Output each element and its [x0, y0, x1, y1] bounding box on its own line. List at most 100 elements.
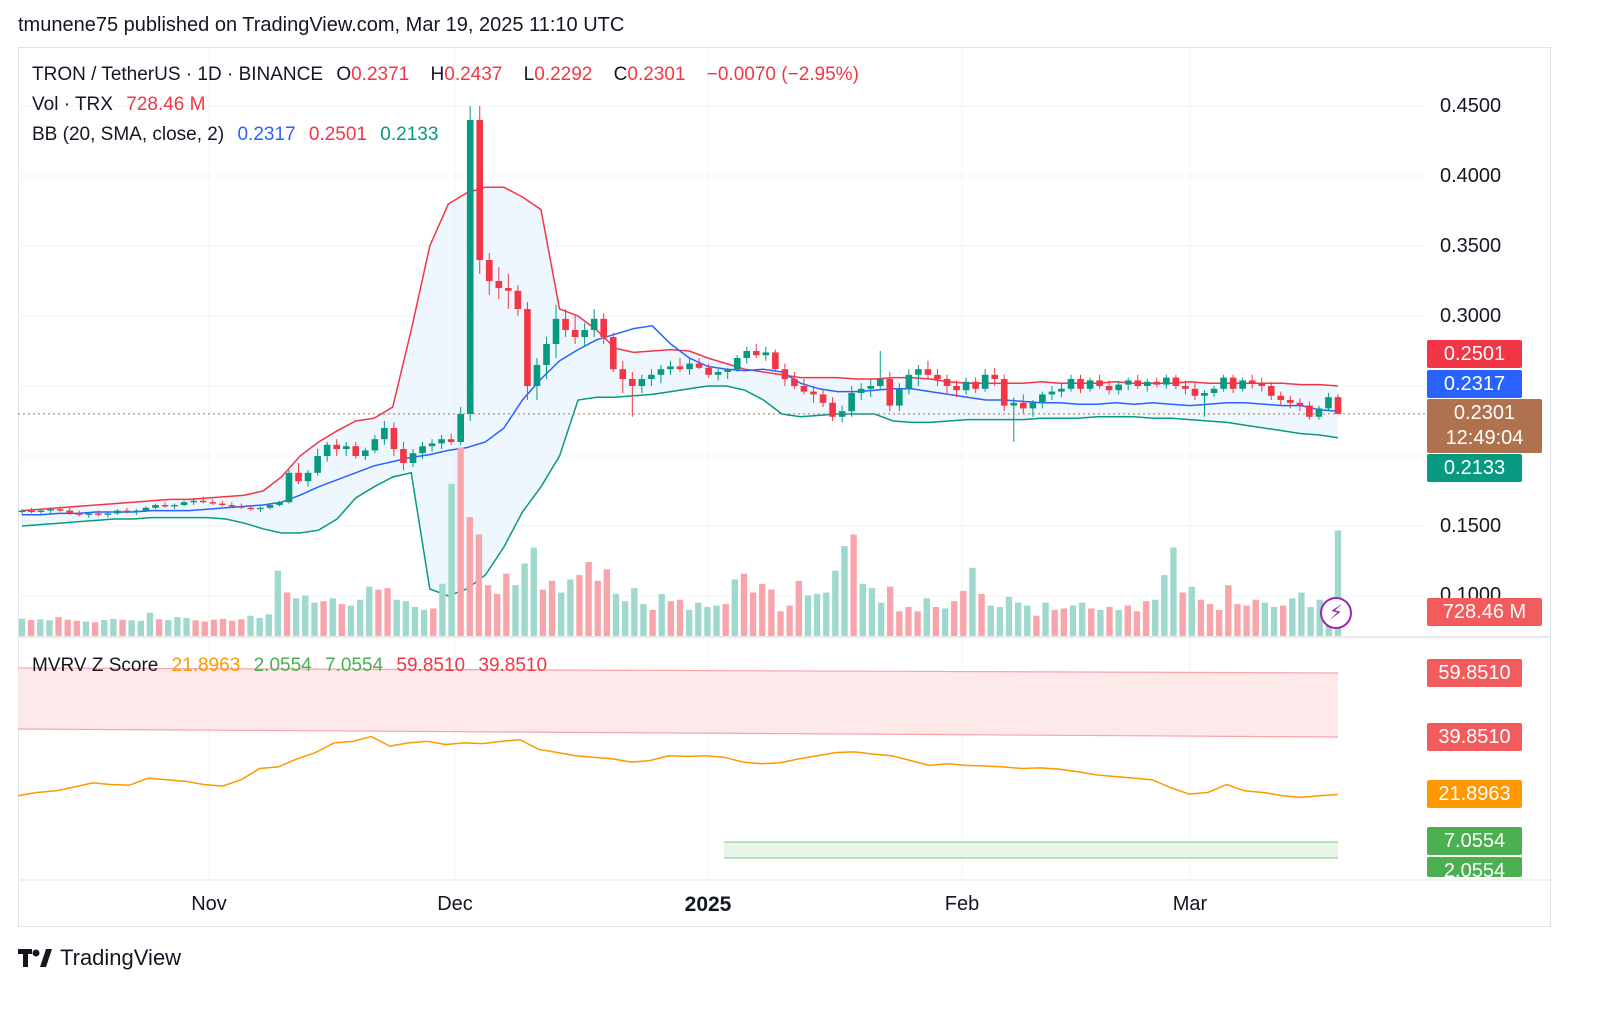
low-value: 0.2292: [534, 64, 593, 85]
volume-bar: [914, 611, 921, 636]
volume-bar: [1225, 585, 1232, 636]
candle-body: [218, 503, 226, 505]
mvrv-upper-line: [17, 667, 1339, 674]
candle-body: [1334, 397, 1342, 414]
volume-bar: [1197, 599, 1205, 636]
candle-body: [75, 513, 83, 515]
candle-body: [438, 439, 445, 444]
volume-bar: [731, 579, 739, 636]
volume-bar: [229, 620, 236, 636]
volume-bar: [850, 534, 857, 636]
volume-bar: [1142, 601, 1150, 636]
volume-bar: [283, 592, 291, 636]
volume-bar: [1115, 609, 1122, 636]
candle-body: [1191, 388, 1199, 396]
volume-bar: [1307, 607, 1314, 636]
candle-body: [104, 513, 112, 515]
tradingview-logo-icon: [18, 949, 52, 967]
volume-bar: [238, 619, 245, 636]
lightning-icon[interactable]: ⚡: [1320, 597, 1352, 629]
candle-body: [171, 505, 178, 507]
volume-bar: [375, 589, 382, 636]
volume-bar: [1216, 609, 1223, 636]
candle-body: [619, 369, 627, 379]
volume-bar: [64, 619, 71, 636]
candle-body: [1220, 377, 1227, 389]
volume-bar: [320, 601, 327, 636]
x-tick-label: 2025: [684, 893, 732, 916]
volume-bar: [1005, 596, 1013, 636]
candle-body: [1067, 379, 1075, 389]
volume-bar: [256, 617, 263, 636]
candle-body: [352, 446, 360, 456]
candle-body: [648, 374, 655, 379]
last-price-tag: 0.2301 12:49:04: [1427, 399, 1542, 453]
candle-body: [457, 414, 464, 442]
volume-bar: [1042, 602, 1049, 636]
volume-bar: [402, 601, 410, 636]
candle-body: [791, 379, 798, 386]
volume-bar: [1298, 592, 1305, 636]
candle-body: [638, 379, 646, 386]
candle-body: [1239, 380, 1246, 389]
volume-bar: [896, 611, 903, 636]
y-tick-label: 0.4000: [1440, 165, 1502, 187]
last-price-value: 0.2301: [1453, 402, 1516, 424]
candle-body: [266, 505, 274, 508]
volume-bar: [1014, 602, 1022, 636]
mvrv-v2: 2.0554: [253, 655, 312, 676]
candle-body: [1182, 386, 1189, 389]
volume-bar: [503, 573, 510, 636]
candle-body: [257, 507, 264, 510]
candle-body: [56, 509, 64, 511]
volume-bar: [457, 447, 464, 636]
candle-body: [1267, 386, 1275, 396]
volume-bar: [987, 605, 994, 636]
volume-bar: [430, 608, 437, 636]
volume-bar: [1279, 605, 1287, 636]
brand-footer[interactable]: TradingView: [18, 945, 181, 971]
volume-bar: [704, 607, 711, 636]
change-value: −0.0070 (−2.95%): [706, 64, 859, 85]
volume-bar: [1179, 592, 1186, 636]
high-label: H: [430, 64, 445, 85]
volume-bar: [768, 589, 775, 636]
candle-body: [524, 309, 531, 386]
candle-body: [972, 381, 979, 389]
volume-bar: [676, 599, 684, 636]
candle-body: [1229, 377, 1237, 389]
candle-body: [428, 443, 436, 447]
volume-bar: [174, 617, 181, 636]
volume-bar: [27, 620, 35, 636]
candle-body: [304, 472, 312, 482]
volume-bar: [777, 611, 784, 636]
volume-bar: [722, 604, 729, 636]
candle-body: [600, 318, 608, 337]
chart-frame[interactable]: [18, 47, 1551, 927]
volume-bar: [411, 607, 419, 636]
candle-body: [228, 505, 236, 507]
candle-body: [552, 318, 560, 344]
volume-bar: [311, 602, 318, 636]
volume-bar: [1152, 599, 1159, 636]
candle-body: [342, 446, 350, 449]
mvrv-value-tag: 21.8963: [1427, 780, 1522, 808]
candle-body: [37, 510, 45, 512]
bb-basis-value: 0.2317: [237, 124, 296, 145]
candle-body: [247, 507, 255, 510]
candle-body: [772, 352, 779, 370]
x-tick-label: Feb: [944, 893, 980, 915]
candle-body: [1058, 388, 1065, 392]
candle-body: [800, 386, 808, 392]
volume-bar: [640, 604, 647, 636]
volume-bar: [1051, 609, 1058, 636]
volume-bar: [804, 595, 812, 636]
volume-bar: [941, 608, 949, 636]
volume-bar: [1106, 607, 1113, 636]
volume-bar: [110, 618, 117, 636]
volume-bar: [539, 589, 547, 636]
bb-label: BB (20, SMA, close, 2): [32, 124, 225, 145]
volume-bar: [46, 620, 53, 636]
volume-bar: [1261, 602, 1269, 636]
